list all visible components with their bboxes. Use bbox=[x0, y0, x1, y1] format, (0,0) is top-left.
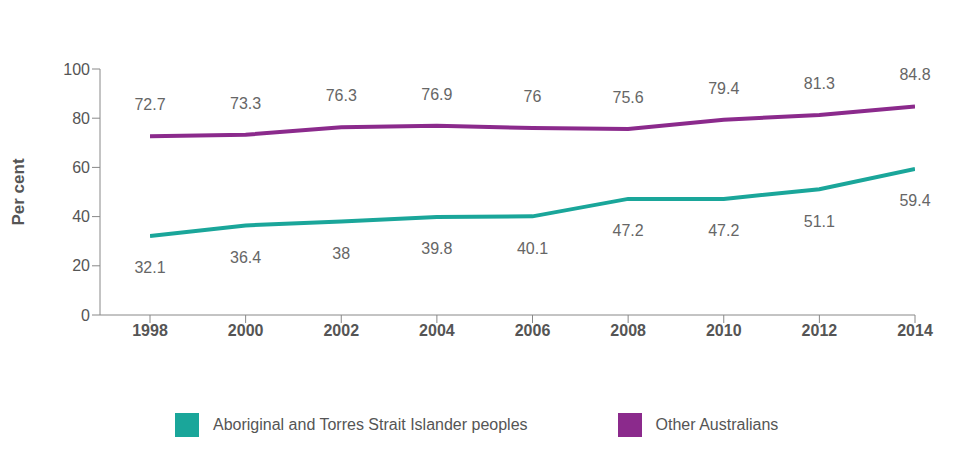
svg-text:59.4: 59.4 bbox=[899, 192, 930, 209]
svg-text:72.7: 72.7 bbox=[134, 96, 165, 113]
svg-text:2002: 2002 bbox=[323, 322, 359, 339]
svg-text:32.1: 32.1 bbox=[134, 259, 165, 276]
svg-text:2004: 2004 bbox=[419, 322, 455, 339]
svg-text:76.3: 76.3 bbox=[326, 87, 357, 104]
svg-text:60: 60 bbox=[72, 159, 90, 176]
svg-text:Per cent: Per cent bbox=[9, 158, 28, 225]
html-text:Other Australians: Other Australians bbox=[655, 416, 779, 433]
svg-text:75.6: 75.6 bbox=[613, 89, 644, 106]
svg-text:2012: 2012 bbox=[802, 322, 838, 339]
svg-text:2000: 2000 bbox=[228, 322, 264, 339]
html-text:Aboriginal and Torres Strait I: Aboriginal and Torres Strait Islander pe… bbox=[213, 416, 528, 433]
svg-text:39.8: 39.8 bbox=[421, 240, 452, 257]
svg-text:2008: 2008 bbox=[610, 322, 646, 339]
svg-text:38: 38 bbox=[332, 245, 350, 262]
svg-text:40.1: 40.1 bbox=[517, 240, 548, 257]
svg-text:76.9: 76.9 bbox=[421, 86, 452, 103]
svg-text:2014: 2014 bbox=[897, 322, 933, 339]
svg-text:79.4: 79.4 bbox=[708, 80, 739, 97]
svg-text:20: 20 bbox=[72, 257, 90, 274]
svg-text:73.3: 73.3 bbox=[230, 95, 261, 112]
svg-text:0: 0 bbox=[81, 307, 90, 324]
svg-text:36.4: 36.4 bbox=[230, 249, 261, 266]
svg-text:84.8: 84.8 bbox=[899, 66, 930, 83]
svg-text:47.2: 47.2 bbox=[613, 222, 644, 239]
svg-text:47.2: 47.2 bbox=[708, 222, 739, 239]
svg-text:2010: 2010 bbox=[706, 322, 742, 339]
svg-text:100: 100 bbox=[63, 61, 90, 78]
svg-text:80: 80 bbox=[72, 110, 90, 127]
svg-text:51.1: 51.1 bbox=[804, 213, 835, 230]
svg-text:2006: 2006 bbox=[515, 322, 551, 339]
svg-text:76: 76 bbox=[524, 88, 542, 105]
svg-text:40: 40 bbox=[72, 208, 90, 225]
svg-text:81.3: 81.3 bbox=[804, 75, 835, 92]
svg-text:1998: 1998 bbox=[132, 322, 168, 339]
